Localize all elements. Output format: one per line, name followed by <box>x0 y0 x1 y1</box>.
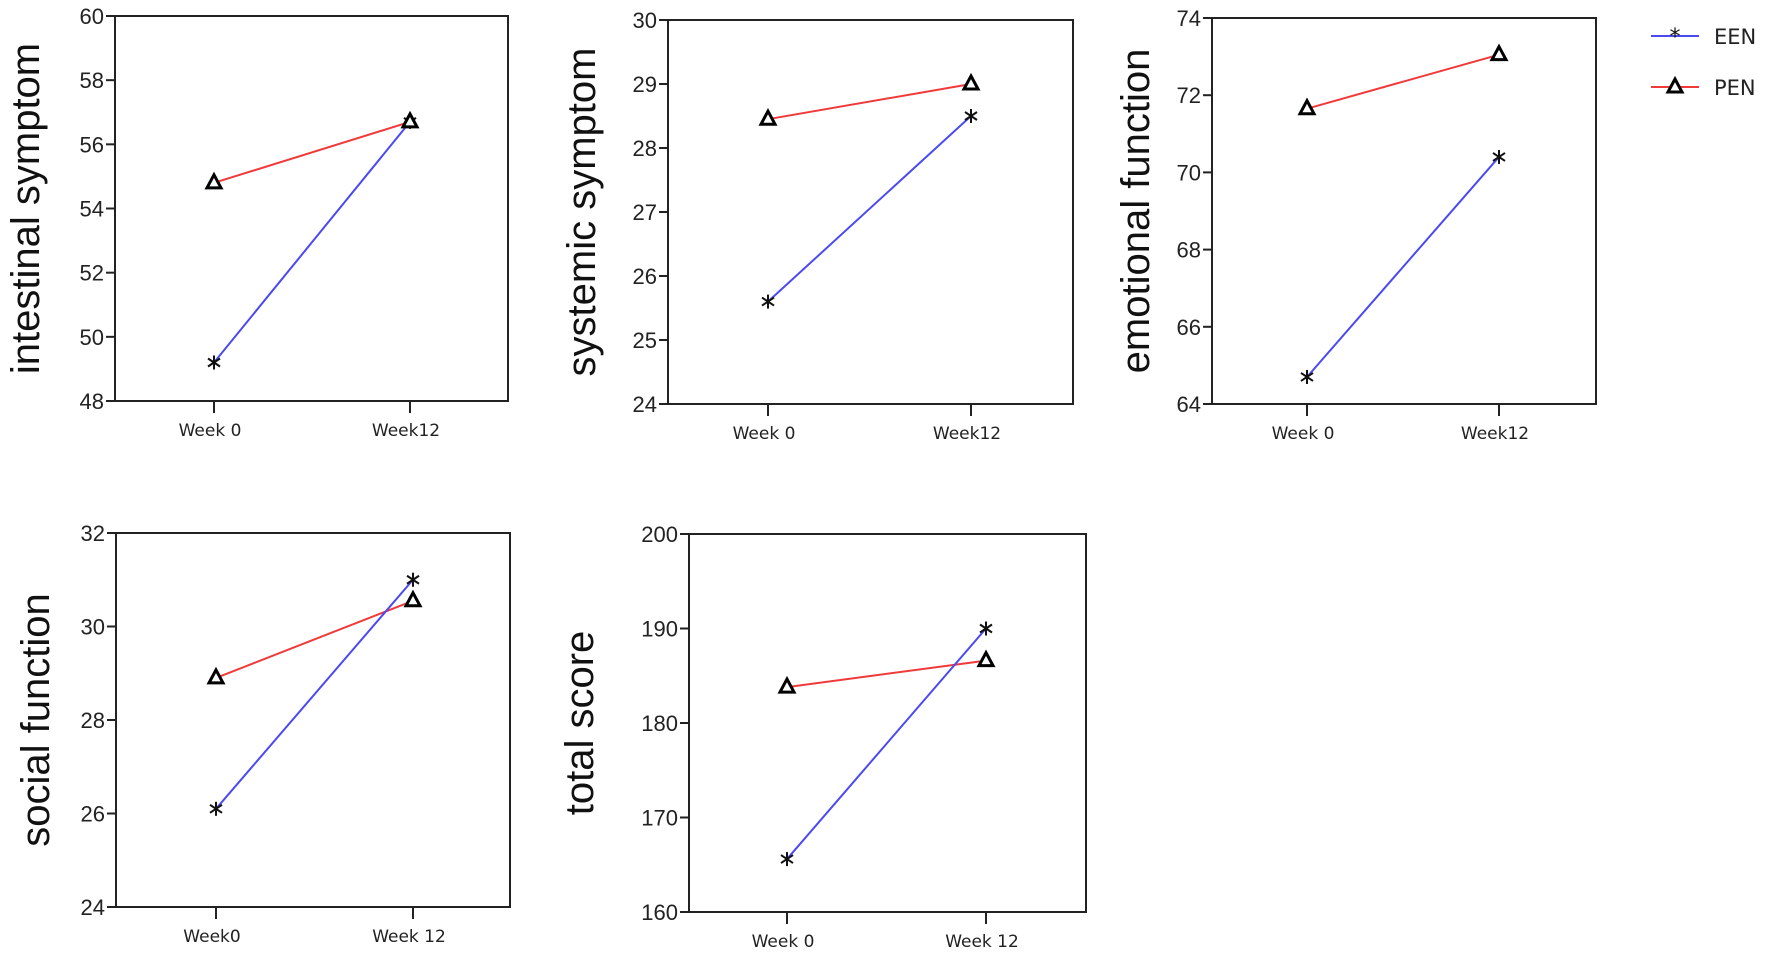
y-tick-label: 74 <box>1177 6 1201 31</box>
plot-frame <box>667 19 1074 405</box>
y-tick-label: 180 <box>641 711 678 736</box>
y-tick-label: 170 <box>641 806 678 831</box>
data-point-pen <box>204 171 224 190</box>
plot-frame <box>114 15 509 402</box>
x-tick-label: Week 0 <box>752 932 815 952</box>
y-tick-label: 27 <box>633 200 657 225</box>
y-tick-label: 30 <box>81 615 105 640</box>
data-point-pen <box>403 589 423 608</box>
series-line-een <box>1306 156 1500 378</box>
x-tick-label: Week12 <box>1461 424 1529 444</box>
asterisk-stroke <box>761 296 775 307</box>
legend-marker-een: * <box>1670 25 1681 50</box>
chart-panel-5: 160 170 180 190 200 Week 0 Week 12 total score <box>558 522 1087 952</box>
legend-marker-pen <box>1665 75 1685 94</box>
x-tick-label: Week12 <box>933 424 1001 444</box>
y-axis-title: systemic symptom <box>560 48 604 377</box>
asterisk-stroke <box>207 357 221 368</box>
y-axis-title: emotional function <box>1114 49 1158 374</box>
data-point-een <box>780 852 794 867</box>
y-tick-label: 66 <box>1177 315 1201 340</box>
data-point-pen <box>400 110 420 129</box>
series-line-pen <box>767 83 972 121</box>
plot-frame <box>688 533 1087 913</box>
y-tick-label: 190 <box>641 617 678 642</box>
x-tick-label: Week 0 <box>733 424 796 444</box>
y-tick-label: 160 <box>641 900 678 925</box>
chart-panel-2: 24 25 26 27 28 29 30 Week 0 Week12 systemic sympt… <box>560 8 1074 444</box>
data-point-een <box>761 294 775 309</box>
series-line-een <box>213 121 411 364</box>
y-tick-label: 26 <box>81 802 105 827</box>
asterisk-stroke <box>780 854 794 864</box>
data-point-pen <box>1297 97 1317 116</box>
x-tick-label: Week 0 <box>179 421 242 441</box>
legend: * EEN PEN <box>1651 25 1756 100</box>
asterisk-stroke <box>406 574 420 585</box>
y-tick-label: 24 <box>81 895 105 920</box>
y-tick-label: 200 <box>641 522 678 547</box>
y-tick-label: 24 <box>633 392 657 417</box>
data-point-een <box>406 572 420 587</box>
y-axis-title: total score <box>558 631 602 816</box>
data-point-een <box>207 355 221 370</box>
y-axis-title: intestinal symptom <box>4 43 48 374</box>
asterisk-stroke <box>1300 372 1314 382</box>
y-tick-label: 32 <box>81 521 105 546</box>
x-tick-label: Week 12 <box>372 927 446 947</box>
y-axis-title: social function <box>14 593 58 846</box>
x-tick-label: Week0 <box>183 927 240 947</box>
series-line-pen <box>213 120 411 184</box>
y-tick-label: 60 <box>80 4 104 29</box>
y-tick-label: 48 <box>80 389 104 414</box>
y-tick-label: 28 <box>81 708 105 733</box>
y-tick-label: 30 <box>633 8 657 33</box>
asterisk-stroke <box>209 803 223 814</box>
legend-label-een: EEN <box>1714 25 1756 49</box>
legend-label-pen: PEN <box>1714 76 1756 100</box>
data-point-pen <box>777 675 797 694</box>
chart-panel-4: 24 26 28 30 32 Week0 Week 12 social function <box>14 521 511 947</box>
y-tick-label: 26 <box>633 264 657 289</box>
data-point-een <box>1492 149 1506 164</box>
y-tick-label: 68 <box>1177 238 1201 263</box>
y-tick-label: 52 <box>80 261 104 286</box>
asterisk-stroke <box>979 623 993 634</box>
x-tick-label: Week 0 <box>1272 424 1335 444</box>
series-line-een <box>767 115 972 303</box>
data-point-een <box>979 621 993 636</box>
chart-panel-3: 64 66 68 70 72 74 Week 0 Week12 emotional functi… <box>1114 6 1597 444</box>
series-line-een <box>786 627 987 860</box>
y-tick-label: 29 <box>633 72 657 97</box>
y-tick-label: 72 <box>1177 83 1201 108</box>
data-point-pen <box>1489 43 1509 62</box>
series-line-pen <box>786 659 987 689</box>
series-line-een <box>215 579 414 810</box>
plot-frame <box>115 532 511 908</box>
y-tick-label: 70 <box>1177 160 1201 185</box>
y-tick-label: 56 <box>80 132 104 157</box>
x-tick-label: Week 12 <box>945 932 1019 952</box>
data-point-pen <box>206 666 226 685</box>
series-line-pen <box>215 599 414 679</box>
asterisk-stroke <box>964 111 978 121</box>
series-line-pen <box>1306 53 1500 110</box>
data-point-pen <box>758 108 778 126</box>
data-point-een <box>1300 369 1314 384</box>
y-tick-label: 50 <box>80 325 104 350</box>
x-tick-label: Week12 <box>372 421 440 441</box>
data-point-een <box>209 801 223 816</box>
y-tick-label: 28 <box>633 136 657 161</box>
chart-panel-1: 48 50 52 54 56 58 60 Week 0 Week12 intestinal sym… <box>4 4 509 441</box>
data-point-een <box>964 109 978 123</box>
y-tick-label: 54 <box>80 197 104 222</box>
y-tick-label: 64 <box>1177 392 1201 417</box>
y-tick-label: 25 <box>633 328 657 353</box>
data-point-pen <box>961 72 981 91</box>
asterisk-stroke <box>1492 152 1506 162</box>
data-point-pen <box>976 649 996 668</box>
plot-frame <box>1211 17 1597 405</box>
y-tick-label: 58 <box>80 68 104 93</box>
